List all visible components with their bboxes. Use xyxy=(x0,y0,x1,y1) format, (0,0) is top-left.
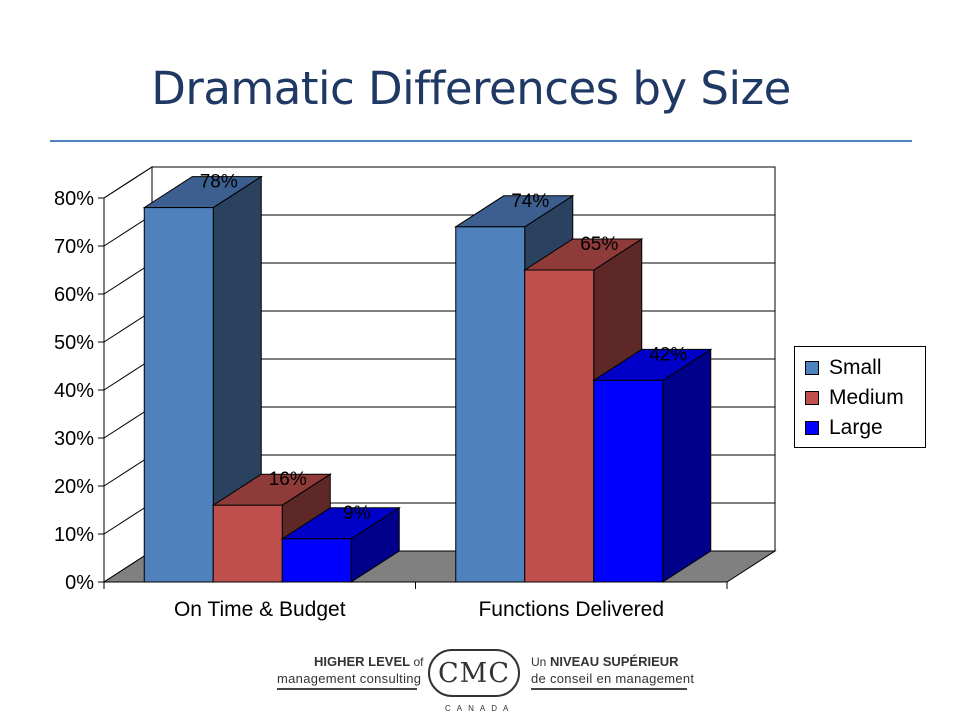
bar-large xyxy=(281,538,352,583)
footer-niveau-superieur: NIVEAU SUPÉRIEUR xyxy=(549,654,679,669)
legend-swatch-large xyxy=(805,421,819,435)
y-tick-label: 50% xyxy=(54,332,94,354)
bar-side-face xyxy=(662,348,712,583)
y-tick-label: 0% xyxy=(65,572,94,594)
y-tick-label: 20% xyxy=(54,476,94,498)
x-tick-label: On Time & Budget xyxy=(174,598,346,621)
bar-medium xyxy=(524,269,595,583)
title-divider xyxy=(50,140,912,142)
cmc-logo-subtitle: CANADA xyxy=(445,704,515,713)
footer-divider-right xyxy=(531,688,687,690)
legend-label-small: Small xyxy=(829,356,882,379)
footer-un: Un xyxy=(531,655,547,669)
footer-tagline-fr-bottom: de conseil en management xyxy=(531,671,695,686)
y-tick-label: 30% xyxy=(54,428,94,450)
data-label: 9% xyxy=(343,503,371,524)
footer-tagline-fr-top: Un NIVEAU SUPÉRIEUR xyxy=(531,654,679,669)
legend-swatch-small xyxy=(805,361,819,375)
chart-data-labels: 78% 16% 9% 74% 65% 42% xyxy=(200,172,688,524)
y-tick-label: 60% xyxy=(54,284,94,306)
footer-higher-level: HIGHER LEVEL xyxy=(314,654,410,669)
x-tick-label: Functions Delivered xyxy=(478,598,664,621)
chart-tick-labels: 0% 10% 20% 30% 40% 50% 60% 70% 80% On Time & Budg… xyxy=(54,188,664,621)
footer-of: of xyxy=(413,655,424,669)
cmc-logo: CMC xyxy=(428,649,520,697)
data-label: 78% xyxy=(200,172,238,193)
chart-bars xyxy=(142,175,713,583)
legend-item-large: Large xyxy=(805,415,883,441)
legend-swatch-medium xyxy=(805,391,819,405)
y-tick-label: 10% xyxy=(54,524,94,546)
legend-label-medium: Medium xyxy=(829,386,904,409)
chart-gridline xyxy=(103,166,775,199)
data-label: 74% xyxy=(511,191,549,212)
footer-divider-left xyxy=(277,688,417,690)
y-tick-label: 70% xyxy=(54,236,94,258)
y-tick-label: 80% xyxy=(54,188,94,210)
bar-chart: 78% 16% 9% 74% 65% 42% 0% 10% 20% 30% 40% 50% 60% 70… xyxy=(54,166,777,621)
bar-small xyxy=(143,207,214,583)
legend-label-large: Large xyxy=(829,416,883,439)
bar-small xyxy=(455,226,526,583)
data-label: 42% xyxy=(649,344,687,365)
footer-tagline-en-bottom: management consulting xyxy=(277,671,422,686)
data-label: 65% xyxy=(580,234,618,255)
chart-legend: Small Medium Large xyxy=(794,346,926,448)
data-label: 16% xyxy=(269,469,307,490)
footer-branding: HIGHER LEVEL of management consulting CM… xyxy=(0,640,960,720)
legend-item-small: Small xyxy=(805,355,882,381)
cmc-logo-text: CMC xyxy=(438,657,510,689)
bar-medium xyxy=(212,504,283,583)
slide-title: Dramatic Differences by Size xyxy=(151,62,791,115)
legend-item-medium: Medium xyxy=(805,385,904,411)
bar-large xyxy=(593,379,664,583)
footer-tagline-en-top: HIGHER LEVEL of xyxy=(314,654,423,669)
y-tick-label: 40% xyxy=(54,380,94,402)
